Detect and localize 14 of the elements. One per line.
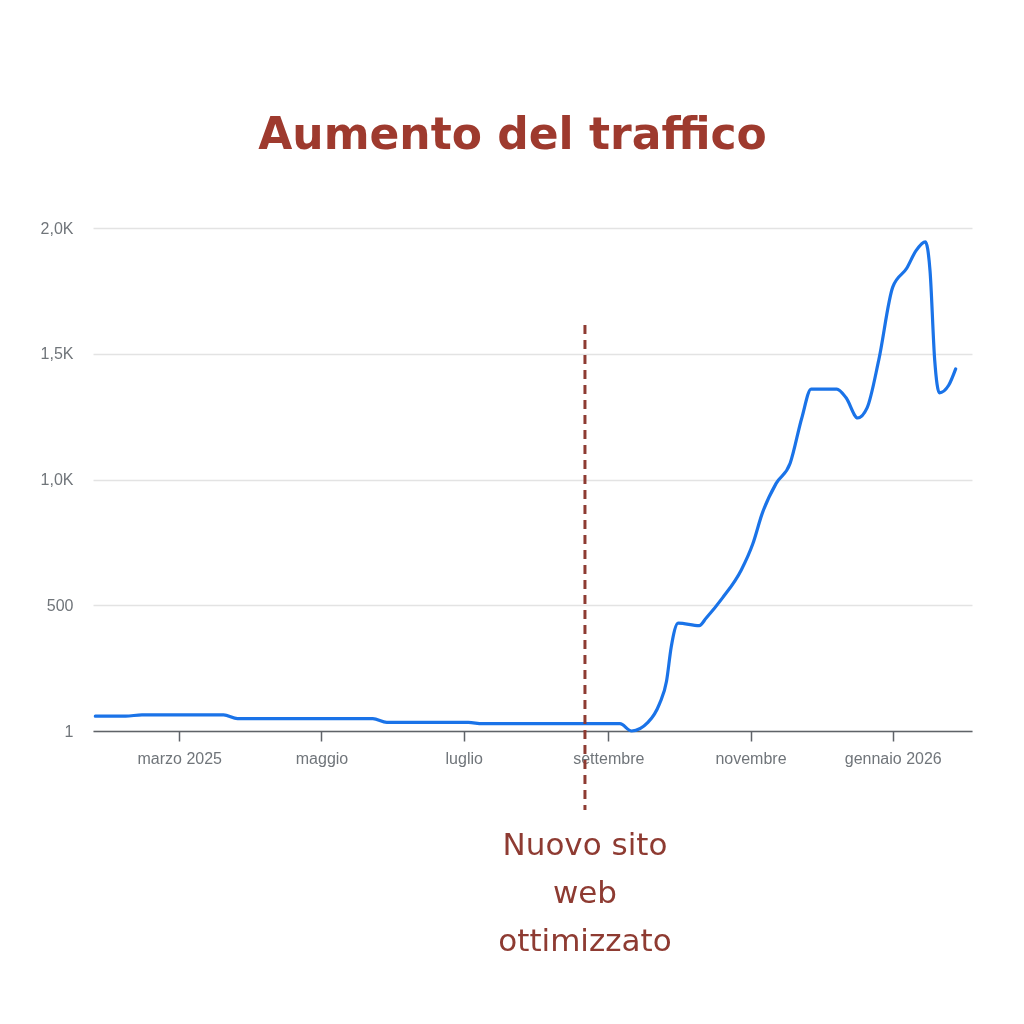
y-tick-label: 2,0K [40, 219, 74, 237]
y-tick-label: 1 [64, 722, 74, 740]
x-tick-label: maggio [295, 749, 349, 767]
x-tick-label: marzo 2025 [137, 749, 223, 767]
x-tick-label: settembre [573, 749, 645, 767]
x-tick-label: luglio [445, 749, 483, 767]
y-tick-label: 1,0K [40, 471, 74, 489]
y-tick-label: 1,5K [40, 345, 74, 363]
y-tick-label: 500 [46, 596, 74, 614]
ref-line-label: Nuovo sito web ottimizzato [498, 826, 672, 958]
x-tick-label: gennaio 2026 [844, 749, 942, 767]
chart-title: Aumento del traffico [258, 108, 767, 159]
line-series [93, 240, 958, 733]
x-tick-label: novembre [715, 749, 787, 767]
